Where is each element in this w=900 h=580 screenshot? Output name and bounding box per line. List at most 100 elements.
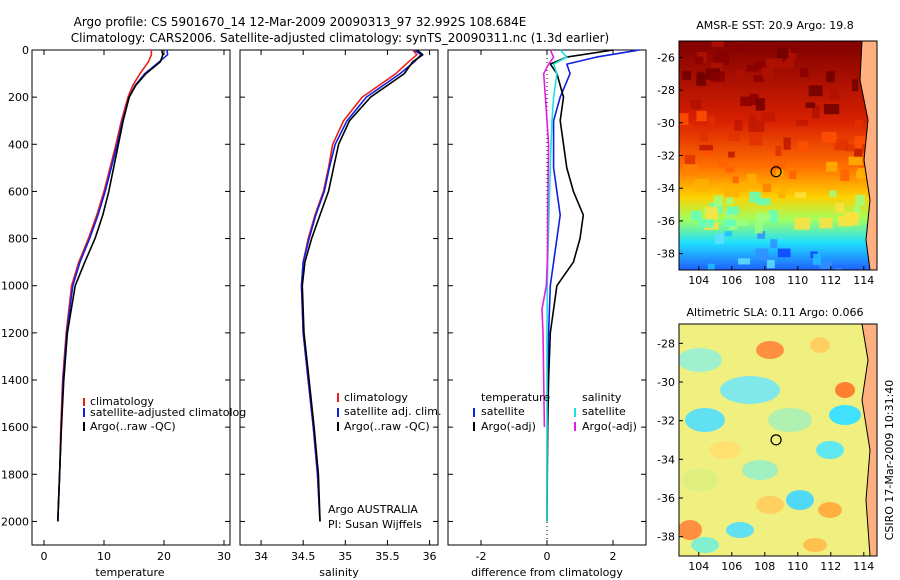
sla-patch	[682, 468, 718, 492]
map-x-tick-label: 106	[721, 274, 742, 287]
sla-patch	[720, 376, 780, 404]
sla-patch	[742, 460, 778, 480]
legend-label-argo: Argo(..raw -QC)	[344, 420, 430, 433]
sst-patch	[854, 136, 866, 147]
legend-label-satellite: satellite adj. clim.	[344, 405, 441, 418]
sst-patch	[795, 120, 809, 126]
sla-patch	[685, 408, 725, 432]
legend-label-argo: Argo(..raw -QC)	[90, 420, 176, 433]
salinity-legend: climatology satellite adj. clim. Argo(..…	[328, 391, 441, 531]
sst-patch	[711, 41, 724, 47]
map-y-tick-label: -34	[657, 453, 675, 466]
sla-patch	[709, 441, 741, 459]
sst-patch	[829, 88, 840, 100]
sst-patch	[679, 113, 689, 125]
sst-patch	[778, 185, 786, 199]
sst-patch	[753, 75, 764, 83]
x-tick-label: 20	[157, 550, 171, 563]
sst-patch	[783, 137, 791, 150]
sla-argo-marker	[770, 434, 782, 446]
sst-patch	[795, 192, 807, 199]
sst-patch	[772, 163, 786, 170]
salinity-xlabel: salinity	[319, 566, 359, 579]
sst-patch	[789, 170, 797, 179]
y-tick-label: 2000	[1, 515, 29, 528]
sst-patch	[756, 198, 771, 206]
panel-1: 34 34.5 35 35.5 36	[240, 49, 438, 563]
sst-patches	[679, 41, 877, 270]
sst-coastline	[859, 41, 877, 270]
map-y-tick-label: -28	[657, 84, 675, 97]
map-x-tick-label: 104	[688, 274, 709, 287]
map-y-tick-label: -38	[657, 248, 675, 261]
sst-patch	[855, 194, 865, 206]
sst-patch	[749, 133, 763, 146]
y-tick-label: 1800	[1, 468, 29, 481]
sla-coastline	[861, 324, 877, 556]
series-line-argo-raw-qc-	[57, 49, 164, 522]
x-tick-label: 36	[423, 550, 437, 563]
x-tick-label: 35.5	[375, 550, 400, 563]
sst-patch	[732, 176, 739, 184]
sst-patch	[690, 99, 702, 110]
sst-patch	[852, 79, 859, 92]
sst-patch	[779, 58, 795, 69]
legend-label-temp-satellite: satellite	[481, 405, 525, 418]
sst-patch	[695, 56, 704, 65]
series-line-climatology	[57, 50, 153, 522]
sst-patch	[766, 58, 782, 68]
map-x-tick-label: 106	[721, 560, 742, 573]
sst-patch	[697, 71, 704, 83]
sst-patch	[694, 179, 709, 192]
sst-patch	[823, 104, 840, 115]
series-line-satellite-adj-clim-	[300, 49, 422, 522]
sst-map-title: AMSR-E SST: 20.9 Argo: 19.8	[696, 19, 854, 32]
sst-patch	[840, 169, 850, 182]
sst-patch	[788, 46, 799, 55]
sst-patch	[749, 191, 761, 203]
series-line-satellite-adjusted-climatolog	[57, 49, 169, 522]
sst-patch	[776, 47, 789, 59]
sst-patch	[819, 217, 833, 229]
sla-patch	[756, 341, 784, 359]
x-tick-label: 34	[254, 550, 268, 563]
sla-patch	[829, 405, 861, 425]
sla-patch	[803, 538, 827, 552]
sla-patches	[679, 337, 861, 553]
x-tick-label: -2	[476, 550, 487, 563]
difference-xlabel: difference from climatology	[471, 566, 623, 579]
sst-patch	[755, 248, 769, 261]
sla-patch	[691, 537, 719, 553]
sst-patch	[724, 184, 740, 198]
y-tick-label: 600	[8, 185, 29, 198]
map-y-tick-label: -36	[657, 492, 675, 505]
profile-plots: 0 10 20 30020040060080010001200140016001800…	[1, 44, 646, 563]
sla-patch	[679, 348, 722, 372]
map-y-tick-label: -32	[657, 415, 675, 428]
temperature-xlabel: temperature	[95, 566, 164, 579]
x-tick-label: 34.5	[291, 550, 316, 563]
sst-patch	[736, 76, 745, 85]
sst-patch	[768, 210, 778, 223]
sst-patch	[713, 52, 730, 66]
sst-patch	[680, 123, 693, 132]
sst-patch	[805, 102, 816, 108]
y-tick-label: 1000	[1, 280, 29, 293]
sst-patch	[698, 219, 714, 228]
sst-patch	[699, 133, 708, 142]
sst-patch	[854, 119, 864, 127]
sst-patch	[785, 53, 797, 60]
map-x-tick-label: 112	[820, 560, 841, 573]
salinity-axes	[239, 49, 439, 546]
temperature-legend: climatology satellite-adjusted climatolo…	[83, 395, 246, 433]
map-x-tick-label: 114	[853, 274, 874, 287]
sst-patch	[837, 215, 852, 227]
sst-patch	[681, 70, 692, 80]
sst-patch	[853, 206, 861, 215]
sst-patch	[808, 85, 823, 97]
map-y-tick-label: -32	[657, 150, 675, 163]
sst-patch	[690, 210, 702, 221]
map-y-tick-label: -36	[657, 215, 675, 228]
legend-title-temperature: temperature	[481, 391, 550, 404]
y-tick-label: 200	[8, 91, 29, 104]
